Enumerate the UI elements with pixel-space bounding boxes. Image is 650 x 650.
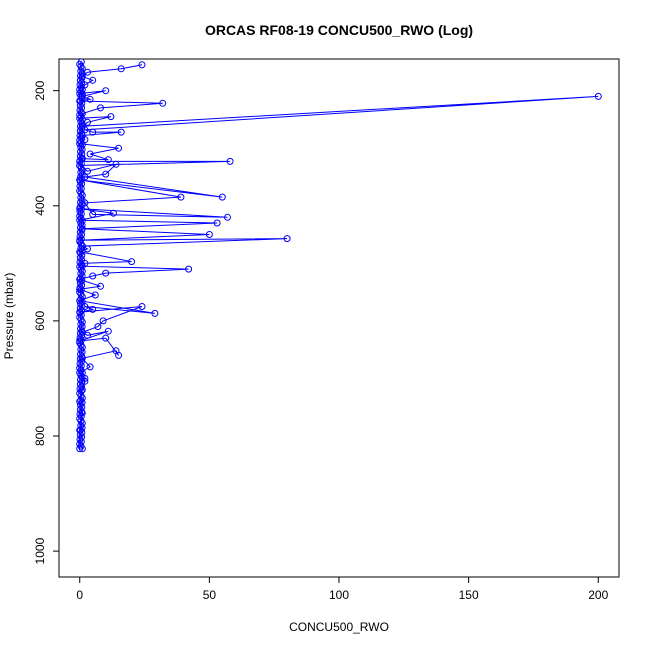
data-point xyxy=(177,193,185,201)
data-point xyxy=(99,317,107,325)
data-point xyxy=(213,219,221,227)
data-point xyxy=(104,327,112,335)
y-tick-label: 200 xyxy=(33,80,47,100)
x-tick-label: 200 xyxy=(588,588,608,602)
chart-title: ORCAS RF08-19 CONCU500_RWO (Log) xyxy=(205,22,473,38)
data-point xyxy=(102,269,110,277)
y-tick-label: 800 xyxy=(33,426,47,446)
data-point xyxy=(97,104,104,112)
data-point xyxy=(104,156,112,164)
plot-frame xyxy=(58,58,620,578)
data-point xyxy=(205,231,213,238)
data-point xyxy=(84,167,91,175)
data-point xyxy=(138,303,146,310)
data-point xyxy=(94,323,102,331)
data-point xyxy=(159,99,167,107)
data-point xyxy=(102,170,110,178)
data-point xyxy=(97,282,104,290)
data-point xyxy=(218,193,226,201)
data-point xyxy=(91,291,99,299)
data-point xyxy=(112,347,120,355)
x-axis: 0 50 100 150 200 xyxy=(76,577,609,602)
x-tick-label: 150 xyxy=(459,588,479,602)
data-point xyxy=(226,157,234,165)
data-point xyxy=(89,210,97,218)
data-series-layer xyxy=(76,59,602,453)
data-point xyxy=(89,305,97,313)
data-point xyxy=(115,144,123,152)
data-point xyxy=(224,213,231,221)
x-tick-label: 0 xyxy=(76,588,83,602)
data-point xyxy=(89,76,97,84)
data-point xyxy=(138,61,146,69)
data-point xyxy=(283,235,291,243)
x-tick-label: 100 xyxy=(329,588,349,602)
data-point xyxy=(78,445,86,453)
y-tick-label: 1000 xyxy=(33,537,47,564)
y-axis-label: Pressure (mbar) xyxy=(2,273,16,360)
x-tick-label: 50 xyxy=(203,588,217,602)
data-point xyxy=(117,65,125,73)
x-axis-label: CONCU500_RWO xyxy=(289,620,389,634)
data-point xyxy=(86,95,94,103)
y-tick-label: 400 xyxy=(33,195,47,215)
data-point xyxy=(112,160,120,168)
data-point xyxy=(89,128,97,136)
data-point xyxy=(128,258,136,266)
data-point xyxy=(185,265,193,273)
data-point xyxy=(86,363,94,371)
data-point xyxy=(117,128,125,136)
data-point xyxy=(107,113,115,121)
data-point xyxy=(102,87,110,95)
data-point xyxy=(594,92,602,100)
data-point xyxy=(86,150,94,158)
y-axis: 200 400 600 800 1000 xyxy=(33,80,59,564)
series-line xyxy=(77,64,599,449)
data-point xyxy=(102,334,110,342)
y-tick-label: 600 xyxy=(33,311,47,331)
data-point xyxy=(109,209,117,217)
data-point xyxy=(151,309,159,317)
data-point xyxy=(89,272,97,280)
